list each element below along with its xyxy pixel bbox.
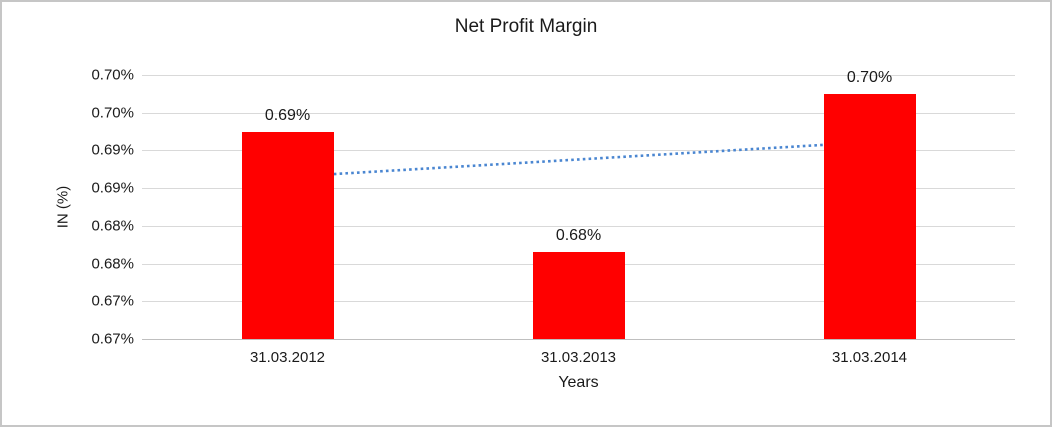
- bar: [241, 131, 334, 339]
- chart-title: Net Profit Margin: [454, 16, 598, 37]
- x-axis-tick-label: 31.03.2012: [249, 349, 326, 366]
- gridline: [142, 188, 1015, 190]
- gridline: [142, 112, 1015, 114]
- bar: [823, 93, 916, 339]
- x-axis-tick-label: 31.03.2013: [540, 349, 617, 366]
- trendline: [287, 140, 870, 179]
- y-axis-tick-label: 0.70%: [91, 104, 134, 122]
- gridline: [142, 225, 1015, 227]
- bar-data-label: 0.70%: [846, 68, 893, 86]
- bar-data-label: 0.69%: [264, 106, 311, 124]
- y-axis-tick-label: 0.68%: [91, 255, 134, 273]
- trendline-layer: [287, 140, 870, 179]
- y-axis-tick-label: 0.67%: [91, 330, 134, 348]
- gridline: [142, 150, 1015, 152]
- y-axis-tick-label: 0.70%: [91, 66, 134, 84]
- bar: [532, 252, 625, 339]
- gridline: [142, 75, 1015, 76]
- plot-area: 0.69% 0.68% 0.70%: [142, 69, 1015, 340]
- y-axis-tick-label: 0.67%: [91, 292, 134, 310]
- x-axis-line: [142, 339, 1015, 340]
- y-axis-tick-label: 0.68%: [91, 217, 134, 235]
- bar-data-label: 0.68%: [555, 227, 602, 245]
- y-axis-tick-label: 0.69%: [91, 179, 134, 197]
- x-axis-title: Years: [558, 374, 599, 391]
- y-axis-tick-label: 0.69%: [91, 141, 134, 159]
- x-axis-tick-label: 31.03.2014: [831, 349, 908, 366]
